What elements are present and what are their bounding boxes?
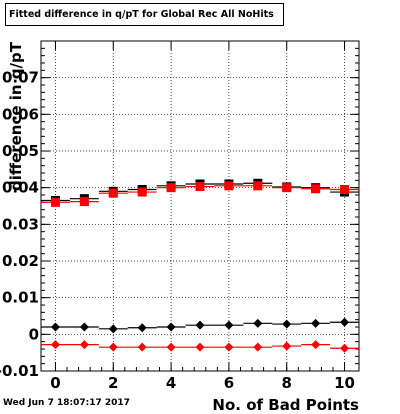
data-point-diamond	[50, 340, 60, 350]
data-point-diamond	[340, 317, 350, 327]
data-point-diamond	[340, 343, 350, 353]
y-tick-label: -0.01	[0, 362, 39, 380]
data-point-square	[195, 182, 205, 192]
chart-title: Fitted difference in q/pT for Global Rec…	[5, 3, 284, 26]
data-point-diamond	[253, 318, 263, 328]
data-point-square	[79, 197, 89, 207]
y-tick-label: 0.05	[2, 142, 39, 160]
data-point-diamond	[79, 322, 89, 332]
data-point-diamond	[224, 342, 234, 352]
y-axis-title: difference in q/pT	[7, 41, 25, 191]
data-point-diamond	[108, 342, 118, 352]
x-tick-label: 10	[334, 374, 355, 392]
y-tick-label: 0.01	[2, 289, 39, 307]
data-point-square	[50, 197, 60, 207]
data-point-diamond	[137, 342, 147, 352]
data-point-diamond	[166, 342, 176, 352]
series-3	[41, 340, 359, 353]
y-tick-label: 0.04	[2, 179, 39, 197]
data-point-diamond	[108, 324, 118, 334]
data-point-square	[282, 183, 292, 193]
x-axis-title: No. of Bad Points	[212, 396, 359, 414]
data-point-diamond	[79, 340, 89, 350]
axis-ticks	[41, 40, 359, 372]
data-point-square	[224, 181, 234, 191]
x-tick-label: 6	[224, 374, 234, 392]
data-point-diamond	[137, 323, 147, 333]
data-point-square	[340, 185, 350, 194]
timestamp: Wed Jun 7 18:07:17 2017	[3, 398, 130, 408]
data-point-diamond	[253, 342, 263, 352]
y-tick-label: 0.06	[2, 105, 39, 123]
data-point-diamond	[195, 320, 205, 330]
data-point-square	[311, 184, 321, 194]
y-tick-label: 0	[29, 325, 39, 343]
data-point-square	[137, 187, 147, 197]
data-point-diamond	[50, 322, 60, 332]
data-point-diamond	[195, 342, 205, 352]
x-tick-label: 8	[282, 374, 292, 392]
data-point-square	[108, 188, 118, 198]
x-tick-label: 2	[108, 374, 118, 392]
data-point-diamond	[166, 322, 176, 332]
x-tick-label: 0	[50, 374, 60, 392]
data-point-diamond	[224, 320, 234, 330]
tick-labels: 0 2 4 6 8 10 -0.01 0 0.01 0.02 0.03 0.04 0.05 0.06 0.0…	[0, 69, 355, 392]
data-point-square	[253, 181, 263, 191]
data-point-diamond	[311, 318, 321, 328]
series-1	[41, 181, 359, 207]
x-tick-label: 4	[166, 374, 176, 392]
data-point-square	[166, 183, 176, 193]
y-tick-label: 0.02	[2, 252, 39, 270]
data-point-diamond	[282, 319, 292, 329]
y-tick-label: 0.07	[2, 69, 39, 87]
data-point-diamond	[282, 341, 292, 351]
data-point-diamond	[311, 340, 321, 350]
series-2	[41, 317, 359, 334]
data-series	[41, 178, 359, 353]
y-tick-label: 0.03	[2, 215, 39, 233]
